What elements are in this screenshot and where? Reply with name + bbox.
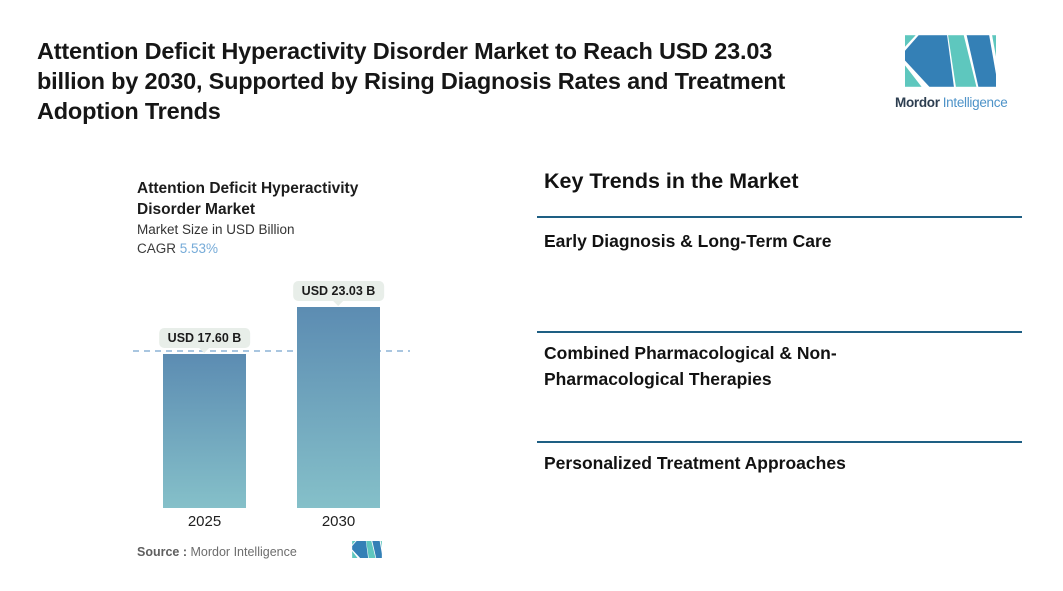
source-value: Mordor Intelligence [190,545,297,559]
brand-name-bold: Mordor [895,95,940,110]
divider [537,441,1022,443]
chart-title: Attention Deficit Hyperactivity Disorder… [137,180,359,218]
source-label: Source : [137,545,188,559]
divider [537,216,1022,218]
chart-cagr: CAGR 5.53% [137,241,218,256]
brand-name-light: Intelligence [942,95,1008,110]
bar-2030: USD 23.03 B [292,281,385,508]
chart-source: Source : Mordor Intelligence [137,545,297,559]
trend-item-3: Personalized Treatment Approaches [544,453,846,473]
mordor-intelligence-mini-logo-icon [352,541,382,558]
bar-chart-plot-area: USD 17.60 B USD 23.03 B 2025 2030 [133,270,413,530]
mordor-intelligence-logo-icon [905,35,996,87]
divider [537,331,1022,333]
x-axis-label-2025: 2025 [187,513,222,530]
bar-value-label-2030: USD 23.03 B [292,281,385,301]
chart-subtitle: Market Size in USD Billion [137,222,295,237]
bar-2025: USD 17.60 B [158,328,251,508]
reference-dashed-line [133,350,410,352]
page-title: Attention Deficit Hyperactivity Disorder… [37,38,786,124]
cagr-label: CAGR [137,241,177,256]
x-axis-label-2030: 2030 [321,513,356,530]
brand-wordmark: Mordor Intelligence [895,95,1008,110]
trends-heading: Key Trends in the Market [544,169,799,193]
trend-item-1: Early Diagnosis & Long-Term Care [544,231,832,251]
cagr-value: 5.53% [179,241,219,256]
bar-value-label-2025: USD 17.60 B [158,328,251,348]
trend-item-2: Combined Pharmacological & Non- Pharmaco… [544,343,837,389]
